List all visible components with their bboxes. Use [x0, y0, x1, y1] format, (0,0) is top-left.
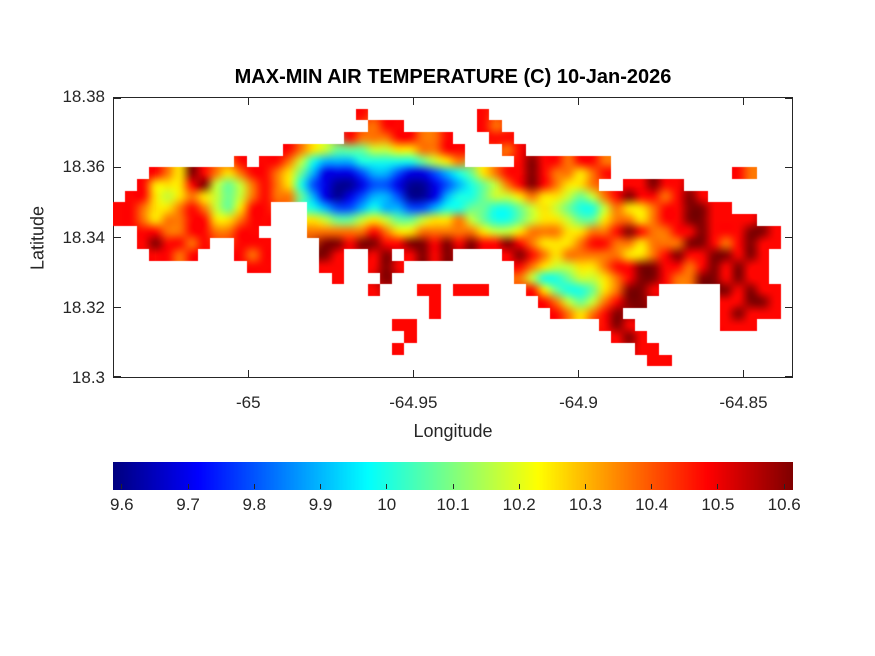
y-tick-left: [114, 237, 121, 238]
colorbar-tick: [584, 484, 586, 489]
x-tick-bottom: [412, 370, 414, 377]
colorbar-tick-label: 10.1: [436, 495, 470, 514]
colorbar-tick-label: 10.4: [635, 495, 669, 514]
x-tick-label: -64.95: [389, 393, 438, 412]
y-tick-left: [114, 376, 121, 377]
colorbar-tick: [783, 484, 785, 489]
plot-area: [113, 97, 793, 378]
plot-title: MAX-MIN AIR TEMPERATURE (C) 10-Jan-2026: [234, 66, 672, 88]
x-tick-label: -64.9: [559, 393, 598, 412]
x-tick-bottom: [742, 370, 744, 377]
y-tick-label: 18.3: [71, 368, 105, 387]
colorbar-tick: [320, 484, 322, 489]
colorbar-tick-label: 9.9: [308, 495, 333, 514]
y-tick-right: [785, 98, 792, 99]
colorbar-tick-label: 9.6: [110, 495, 134, 514]
x-axis-label: Longitude: [413, 421, 493, 441]
colorbar-tick-label: 10: [377, 495, 397, 514]
y-tick-label: 18.38: [62, 87, 105, 106]
colorbar-tick: [253, 484, 255, 489]
x-tick-bottom: [247, 370, 249, 377]
colorbar-tick: [187, 484, 189, 489]
y-tick-left: [114, 167, 121, 168]
y-tick-right: [785, 167, 792, 168]
colorbar-tick-label: 9.7: [176, 495, 200, 514]
y-tick-label: 18.34: [62, 227, 105, 247]
x-tick-label: -65: [236, 393, 261, 412]
colorbar-tick-label: 10.3: [568, 495, 602, 514]
y-tick-label: 18.32: [62, 297, 105, 317]
x-tick-bottom: [577, 370, 579, 377]
colorbar-tick-label: 9.8: [242, 495, 267, 514]
colorbar-tick: [452, 484, 454, 489]
heatmap-canvas: [113, 97, 793, 378]
x-tick-top: [412, 98, 414, 105]
y-tick-right: [785, 307, 792, 308]
colorbar-tick-label: 10.2: [502, 495, 536, 514]
colorbar-tick: [717, 484, 719, 489]
y-tick-right: [785, 237, 792, 238]
x-tick-label: -64.85: [719, 393, 768, 412]
x-tick-top: [577, 98, 579, 105]
y-tick-right: [785, 376, 792, 377]
colorbar-tick: [518, 484, 520, 489]
y-tick-left: [114, 307, 121, 308]
x-tick-top: [742, 98, 744, 105]
colorbar-tick-label: 10.6: [767, 495, 801, 514]
colorbar-tick: [651, 484, 653, 489]
colorbar-tick-label: 10.5: [701, 495, 735, 514]
x-tick-top: [247, 98, 249, 105]
y-tick-label: 18.36: [62, 157, 105, 177]
y-tick-left: [114, 98, 121, 99]
colorbar-tick: [121, 484, 123, 489]
colorbar-tick: [386, 484, 388, 489]
